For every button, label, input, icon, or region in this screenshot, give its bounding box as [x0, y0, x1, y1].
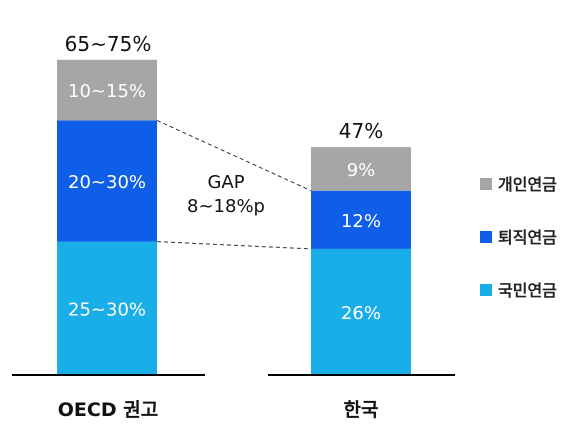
legend-swatch [480, 284, 492, 296]
segment-value-label: 10~15% [68, 81, 146, 102]
segment-value-label: 12% [341, 211, 381, 232]
segment-value-label: 26% [341, 303, 381, 324]
legend-swatch [480, 178, 492, 190]
gap-connector-line [156, 119, 312, 192]
bar-segment [311, 248, 411, 375]
category-label: OECD 권고 [58, 399, 158, 421]
legend-label: 개인연금 [498, 175, 557, 194]
legend-swatch [480, 231, 492, 243]
segment-value-label: 25~30% [68, 299, 146, 320]
gap-connectors [156, 119, 312, 250]
legend-label: 국민연금 [498, 281, 557, 300]
bar-segment [57, 120, 157, 242]
segment-value-label: 20~30% [68, 172, 146, 193]
bars-layer: 25~30% 20~30% 10~15% 65~75% OECD 권고 26% 12% 9% 4… [57, 32, 411, 421]
legend-label: 퇴직연금 [498, 228, 557, 247]
bar-total-label: 47% [339, 119, 383, 143]
bar-segment [311, 190, 411, 249]
gap-annotation-label: GAP [207, 172, 244, 193]
segment-value-label: 9% [347, 160, 376, 181]
bar-total-label: 65~75% [65, 32, 152, 56]
gap-annotation-value: 8~18%p [187, 196, 265, 217]
bar-segment [311, 147, 411, 191]
bar-segment [57, 241, 157, 375]
category-label: 한국 [344, 399, 379, 421]
gap-connector-line [156, 241, 312, 250]
bar-segment [57, 59, 157, 121]
